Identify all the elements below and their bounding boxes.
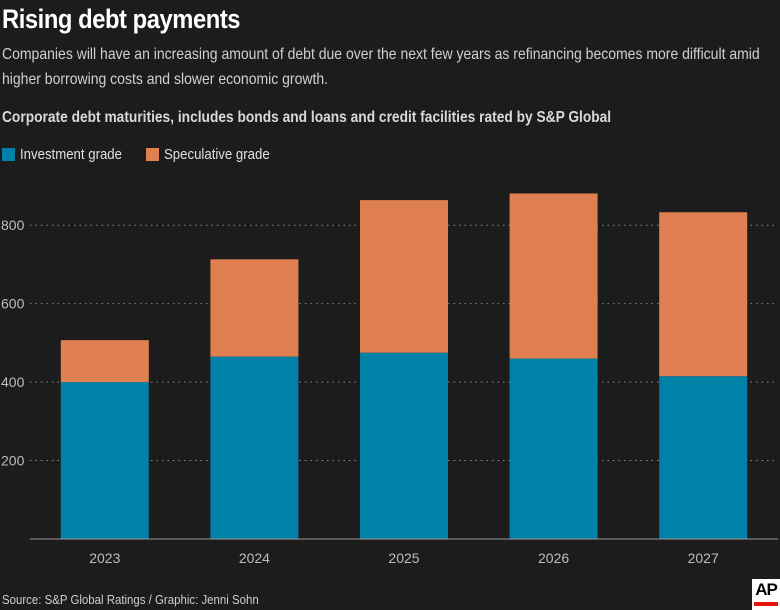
bar-speculative-2025	[360, 200, 448, 353]
ap-logo-bar	[754, 602, 778, 606]
legend-label-investment: Investment grade	[20, 146, 122, 163]
legend-swatch-speculative	[145, 148, 159, 161]
x-tick-label-2024: 2024	[239, 550, 270, 566]
bar-speculative-2026	[509, 193, 598, 359]
bar-investment-2027	[659, 376, 748, 539]
y-tick-label-800: 800	[1, 217, 25, 233]
bar-investment-2024	[210, 356, 299, 539]
bar-speculative-2027	[659, 212, 748, 377]
legend-swatch-investment	[2, 148, 15, 161]
chart-subtitle: Companies will have an increasing amount…	[2, 46, 760, 88]
bar-investment-2026	[509, 358, 598, 539]
chart-title: Rising debt payments	[2, 4, 241, 34]
bar-speculative-2023	[60, 340, 149, 383]
y-tick-label-200: 200	[1, 453, 25, 469]
x-tick-label-2027: 2027	[688, 550, 719, 566]
x-tick-label-2026: 2026	[538, 550, 569, 566]
legend-item-speculative: Speculative grade	[145, 146, 284, 163]
x-tick-label-2023: 2023	[89, 550, 120, 566]
legend: Investment grade Speculative grade	[2, 146, 294, 163]
ap-logo: AP	[752, 579, 780, 610]
ap-logo-text: AP	[755, 580, 778, 599]
x-tick-label-2025: 2025	[388, 550, 419, 566]
source-note: Source: S&P Global Ratings / Graphic: Je…	[2, 592, 259, 607]
legend-item-investment: Investment grade	[2, 146, 136, 163]
chart-heading: Corporate debt maturities, includes bond…	[2, 109, 612, 126]
bar-investment-2025	[360, 352, 448, 539]
legend-label-speculative: Speculative grade	[163, 146, 270, 163]
bar-speculative-2024	[210, 259, 299, 357]
bar-investment-2023	[60, 382, 149, 539]
y-tick-label-600: 600	[1, 296, 25, 312]
y-tick-label-400: 400	[1, 374, 25, 390]
